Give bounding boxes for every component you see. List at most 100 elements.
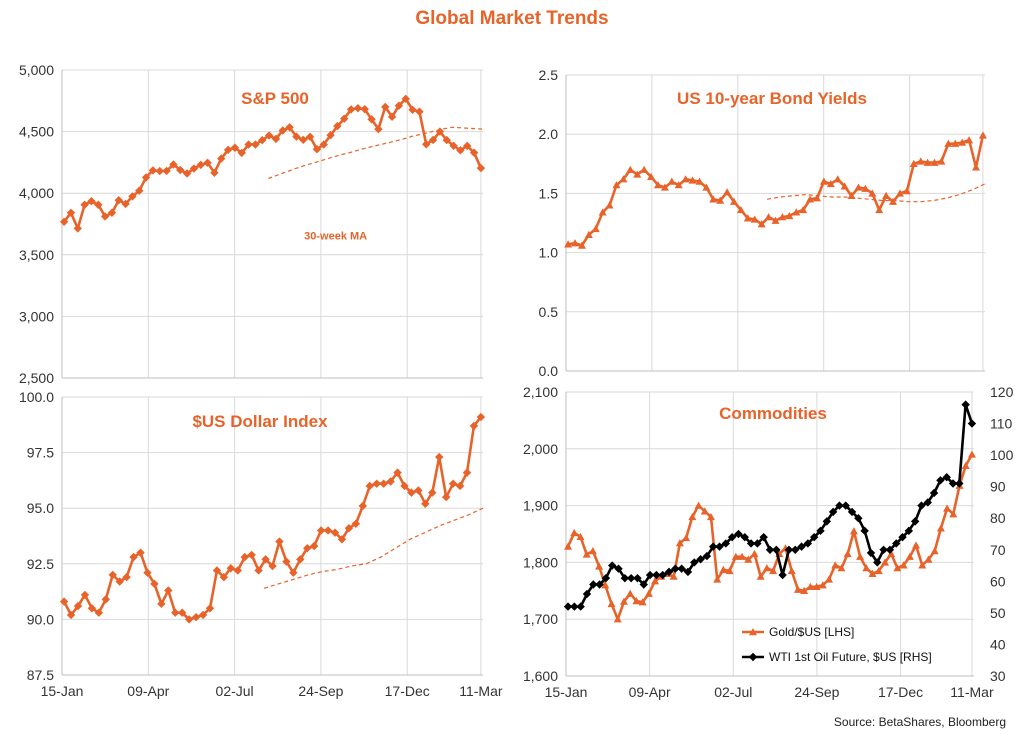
data-point <box>825 575 834 583</box>
data-point <box>942 473 951 482</box>
data-point <box>746 539 756 548</box>
data-point <box>640 165 649 173</box>
data-point <box>861 184 870 192</box>
data-point <box>613 615 622 623</box>
y2-tick-label: 120 <box>990 384 1014 400</box>
data-point <box>435 452 444 462</box>
data-point <box>591 224 600 233</box>
data-point <box>177 608 187 617</box>
data-point <box>695 177 704 185</box>
data-point <box>626 589 635 597</box>
data-point <box>189 164 199 173</box>
data-point <box>671 564 680 573</box>
data-point <box>738 552 747 560</box>
x-tick-label: 24-Sep <box>298 683 343 699</box>
data-point <box>910 517 920 526</box>
data-point <box>169 160 178 169</box>
data-point <box>803 539 813 548</box>
data-point <box>721 539 731 548</box>
data-point <box>601 581 610 589</box>
moving-average-line <box>263 507 484 589</box>
data-point <box>303 544 312 553</box>
data-point <box>961 400 970 409</box>
data-point <box>690 558 699 567</box>
data-point <box>696 555 705 564</box>
y-tick-label: 3,000 <box>19 308 54 324</box>
data-point <box>772 545 781 554</box>
data-point <box>799 205 808 214</box>
panel-bond: 0.0 0.5 1.0 1.5 2.0 2.5 US 10-year Bond Yields <box>539 67 987 379</box>
y-tick-label: 2.0 <box>539 126 559 142</box>
data-point <box>918 561 927 569</box>
data-point <box>372 479 381 488</box>
data-point <box>694 501 703 509</box>
page-title: Global Market Trends <box>415 8 609 29</box>
moving-average-line <box>268 126 484 179</box>
data-point <box>787 566 796 575</box>
data-point <box>407 488 416 497</box>
x-tick-label: 11-Mar <box>459 683 503 699</box>
y-tick-label: 1.0 <box>539 245 559 261</box>
data-point <box>607 599 616 608</box>
data-point <box>115 577 124 586</box>
data-point <box>887 549 896 558</box>
data-point <box>589 580 598 589</box>
data-point <box>564 542 573 550</box>
data-point <box>961 461 970 470</box>
data-point <box>386 477 395 486</box>
data-point <box>244 140 253 149</box>
data-point <box>476 163 486 173</box>
data-point <box>226 564 236 573</box>
panel-commodities: 1,600 1,700 1,800 1,900 2,000 2,100 15-Jan 09-A… <box>523 384 1014 700</box>
data-point <box>155 166 164 176</box>
data-point <box>750 549 759 558</box>
data-point <box>114 196 123 205</box>
panel-sp500: 2,500 3,000 3,500 4,000 4,500 5,000 S&P 500 30-… <box>19 62 486 386</box>
data-point <box>893 564 902 572</box>
data-point <box>387 112 397 122</box>
data-point <box>570 528 579 537</box>
y2-tick-label: 40 <box>990 636 1006 652</box>
data-point <box>847 507 857 517</box>
data-point <box>582 550 591 558</box>
data-point <box>854 514 863 523</box>
x-tick-label: 02-Jul <box>216 683 254 699</box>
data-point <box>588 547 597 555</box>
data-point <box>164 586 173 595</box>
data-point <box>223 145 233 155</box>
y2-tick-label: 70 <box>990 542 1006 558</box>
data-point <box>422 140 431 149</box>
data-point <box>791 545 800 554</box>
data-point <box>682 533 691 542</box>
data-point <box>619 175 628 183</box>
data-point <box>247 550 256 560</box>
data-point <box>191 612 201 622</box>
data-point <box>176 165 185 175</box>
data-point <box>715 542 724 551</box>
data-point <box>909 159 918 167</box>
data-point <box>677 564 686 573</box>
data-point <box>898 532 907 542</box>
panel-title: $US Dollar Index <box>192 412 328 431</box>
data-point <box>217 154 226 163</box>
data-point <box>778 570 787 580</box>
y-tick-label: 3,500 <box>19 247 54 263</box>
data-point <box>916 157 925 165</box>
data-point <box>936 476 945 485</box>
data-point <box>595 562 604 570</box>
x-tick-label: 15-Jan <box>545 684 588 700</box>
legend-marker <box>749 628 757 636</box>
data-point <box>647 172 656 181</box>
data-point <box>476 412 486 422</box>
data-point <box>833 175 842 183</box>
data-point <box>601 573 611 583</box>
data-point <box>904 526 914 536</box>
data-point <box>868 189 877 197</box>
data-point <box>951 139 960 147</box>
data-point <box>653 181 662 189</box>
data-point <box>136 548 145 557</box>
data-point <box>182 169 192 178</box>
data-point <box>379 479 388 488</box>
data-point <box>854 183 863 191</box>
data-point <box>462 468 472 477</box>
